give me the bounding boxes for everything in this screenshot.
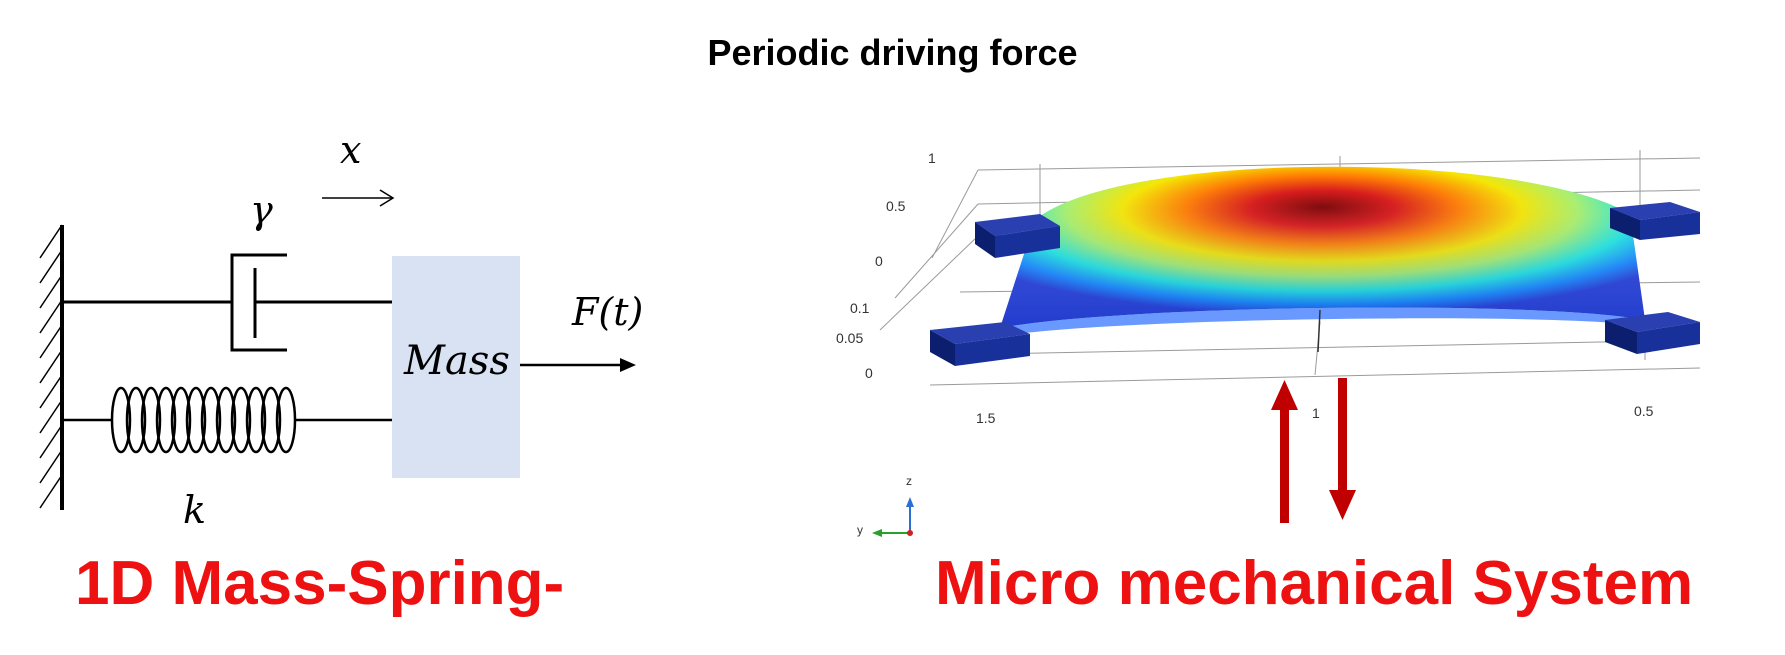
wall-hatching [39,224,63,509]
right-panel-title: Micro mechanical System [935,549,1694,618]
z-tick-0-5: 0.5 [886,198,906,214]
x-tick-1-5: 1.5 [976,410,996,426]
damping-symbol: γ [250,188,273,232]
z-tick-0: 0 [875,253,883,269]
page-heading: Periodic driving force [707,32,1078,73]
anchor-bottom-left [930,322,1030,366]
anchor-bottom-right [1605,312,1700,354]
mass-label: Mass [404,338,510,384]
spring [62,386,392,454]
up-arrow [1271,380,1298,523]
down-arrow [1329,378,1356,520]
z-tick-0-bottom: 0 [865,365,873,381]
x-tick-1: 1 [1312,405,1320,421]
z-tick-0-1: 0.1 [850,300,870,316]
mass-spring-damper-diagram [39,189,636,510]
displacement-arrow [322,189,395,207]
triad-z-label: z [906,474,912,488]
z-tick-0-05: 0.05 [836,330,864,346]
left-panel-title: 1D Mass-Spring- [75,549,565,618]
mass-block [392,256,520,478]
triad-y-label: y [857,523,863,537]
damper [62,253,392,352]
spring-constant-symbol: k [183,488,207,532]
z-tick-1: 1 [928,150,936,166]
displacement-symbol: x [340,128,362,172]
axis-triad [872,497,914,537]
anchor-top-right [1610,202,1700,240]
force-arrow [520,358,636,372]
force-symbol: F(t) [572,290,644,334]
anchor-top-left [975,214,1060,258]
x-tick-0-5: 0.5 [1634,403,1654,419]
